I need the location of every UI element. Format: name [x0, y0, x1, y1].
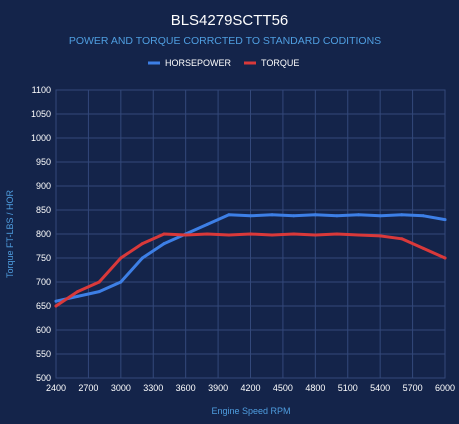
x-tick-label: 4200 [240, 383, 260, 393]
data-point [97, 280, 101, 284]
data-point [421, 214, 425, 218]
y-tick-label: 500 [36, 373, 51, 383]
x-tick-label: 3900 [208, 383, 228, 393]
chart-subtitle: POWER AND TORQUE CORRCTED TO STANDARD CO… [69, 35, 381, 47]
chart-title: BLS4279SCTT56 [171, 12, 289, 29]
legend-label: HORSEPOWER [165, 58, 232, 68]
series-torque [54, 232, 447, 308]
data-point [400, 213, 404, 217]
data-point [76, 294, 80, 298]
x-tick-label: 5100 [338, 383, 358, 393]
data-point [227, 213, 231, 217]
y-tick-label: 850 [36, 205, 51, 215]
data-point [54, 304, 58, 308]
data-point [270, 213, 274, 217]
y-tick-label: 550 [36, 349, 51, 359]
data-point [119, 256, 123, 260]
data-point [357, 233, 361, 237]
legend-item-torque: TORQUE [244, 58, 299, 68]
x-tick-label: 5400 [370, 383, 390, 393]
y-tick-label: 950 [36, 157, 51, 167]
legend-item-horsepower: HORSEPOWER [148, 58, 232, 68]
x-axis-ticks: 2400 2700 3000 3300 3600 3900 4200 4500 4800 5100… [46, 383, 455, 393]
data-point [292, 214, 296, 218]
data-point [400, 237, 404, 241]
legend: HORSEPOWER TORQUE [148, 58, 299, 68]
data-point [76, 290, 80, 294]
y-tick-label: 1100 [32, 85, 51, 95]
data-point [249, 232, 252, 236]
data-point [162, 242, 166, 246]
data-point [421, 246, 425, 250]
data-point [54, 299, 58, 303]
data-point [443, 256, 447, 260]
data-point [292, 232, 296, 236]
data-point [313, 213, 317, 217]
data-point [335, 232, 339, 236]
data-point [378, 214, 382, 218]
y-axis-label: Torque FT-LBS / HOR [5, 189, 15, 278]
x-tick-label: 5700 [403, 383, 423, 393]
y-tick-label: 900 [36, 181, 51, 191]
data-point [249, 214, 252, 218]
x-tick-label: 3600 [176, 383, 196, 393]
data-point [443, 218, 447, 222]
x-tick-label: 4500 [273, 383, 293, 393]
x-axis-label: Engine Speed RPM [211, 406, 290, 416]
series-lines [54, 213, 447, 308]
y-axis-ticks: 500 550 600 650 700 750 800 850 900 950 1000 1050 11… [31, 85, 51, 383]
y-tick-label: 750 [36, 253, 51, 263]
data-point [313, 233, 317, 237]
x-tick-label: 2400 [46, 383, 66, 393]
y-tick-label: 1050 [31, 109, 51, 119]
series-horsepower [54, 213, 447, 303]
data-point [227, 233, 231, 237]
x-tick-label: 3300 [143, 383, 163, 393]
legend-label: TORQUE [261, 58, 299, 68]
x-tick-label: 4800 [305, 383, 325, 393]
data-point [378, 234, 382, 238]
data-point [184, 233, 188, 237]
x-tick-label: 3000 [111, 383, 131, 393]
data-point [205, 222, 209, 226]
y-tick-label: 800 [36, 229, 51, 239]
data-point [270, 233, 274, 237]
data-point [119, 280, 123, 284]
y-tick-label: 1000 [31, 133, 51, 143]
data-point [357, 213, 361, 217]
data-point [97, 290, 101, 294]
x-tick-label: 6000 [435, 383, 455, 393]
y-tick-label: 650 [36, 301, 51, 311]
data-point [140, 242, 144, 246]
y-tick-label: 600 [36, 325, 51, 335]
x-tick-label: 2700 [78, 383, 98, 393]
data-point [205, 232, 209, 236]
data-point [335, 214, 339, 218]
y-tick-label: 700 [36, 277, 51, 287]
data-point [162, 232, 166, 236]
data-point [140, 256, 144, 260]
